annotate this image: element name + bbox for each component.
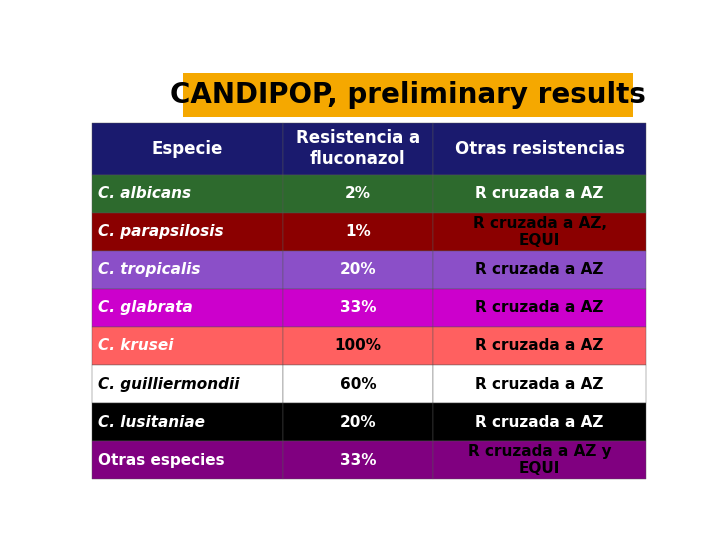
Text: C. glabrata: C. glabrata [98,300,192,315]
Text: R cruzada a AZ: R cruzada a AZ [475,300,604,315]
Text: Otras especies: Otras especies [98,453,225,468]
FancyBboxPatch shape [433,441,647,479]
FancyBboxPatch shape [91,175,283,213]
Text: R cruzada a AZ: R cruzada a AZ [475,376,604,392]
FancyBboxPatch shape [283,403,433,441]
Text: 100%: 100% [334,339,382,354]
Text: R cruzada a AZ: R cruzada a AZ [475,415,604,429]
Text: R cruzada a AZ: R cruzada a AZ [475,262,604,278]
Text: 2%: 2% [345,186,371,201]
Text: Resistencia a
fluconazol: Resistencia a fluconazol [296,130,420,168]
Text: 60%: 60% [340,376,377,392]
Text: C. lusitaniae: C. lusitaniae [98,415,204,429]
FancyBboxPatch shape [91,251,283,289]
Text: 20%: 20% [340,415,377,429]
FancyBboxPatch shape [91,213,283,251]
FancyBboxPatch shape [433,251,647,289]
Text: C. parapsilosis: C. parapsilosis [98,225,223,239]
FancyBboxPatch shape [283,289,433,327]
Text: R cruzada a AZ: R cruzada a AZ [475,339,604,354]
FancyBboxPatch shape [283,251,433,289]
Text: R cruzada a AZ: R cruzada a AZ [475,186,604,201]
Text: Otras resistencias: Otras resistencias [455,140,624,158]
FancyBboxPatch shape [91,365,283,403]
Text: 33%: 33% [340,300,376,315]
FancyBboxPatch shape [433,213,647,251]
FancyBboxPatch shape [283,365,433,403]
Text: Especie: Especie [152,140,223,158]
FancyBboxPatch shape [91,123,283,175]
Text: 1%: 1% [345,225,371,239]
Text: C. guilliermondii: C. guilliermondii [98,376,239,392]
Text: C. tropicalis: C. tropicalis [98,262,200,278]
Text: C. krusei: C. krusei [98,339,174,354]
Text: R cruzada a AZ,
EQUI: R cruzada a AZ, EQUI [472,216,607,248]
FancyBboxPatch shape [283,441,433,479]
FancyBboxPatch shape [433,289,647,327]
Text: R cruzada a AZ y
EQUI: R cruzada a AZ y EQUI [468,444,611,476]
FancyBboxPatch shape [433,403,647,441]
FancyBboxPatch shape [91,327,283,365]
FancyBboxPatch shape [283,213,433,251]
FancyBboxPatch shape [433,365,647,403]
FancyBboxPatch shape [91,403,283,441]
FancyBboxPatch shape [433,327,647,365]
FancyBboxPatch shape [433,123,647,175]
Text: CANDIPOP, preliminary results: CANDIPOP, preliminary results [170,81,646,109]
FancyBboxPatch shape [91,441,283,479]
Text: C. albicans: C. albicans [98,186,191,201]
FancyBboxPatch shape [283,175,433,213]
FancyBboxPatch shape [183,72,632,117]
Text: 33%: 33% [340,453,376,468]
FancyBboxPatch shape [283,123,433,175]
FancyBboxPatch shape [91,289,283,327]
FancyBboxPatch shape [283,327,433,365]
Text: 20%: 20% [340,262,377,278]
FancyBboxPatch shape [433,175,647,213]
